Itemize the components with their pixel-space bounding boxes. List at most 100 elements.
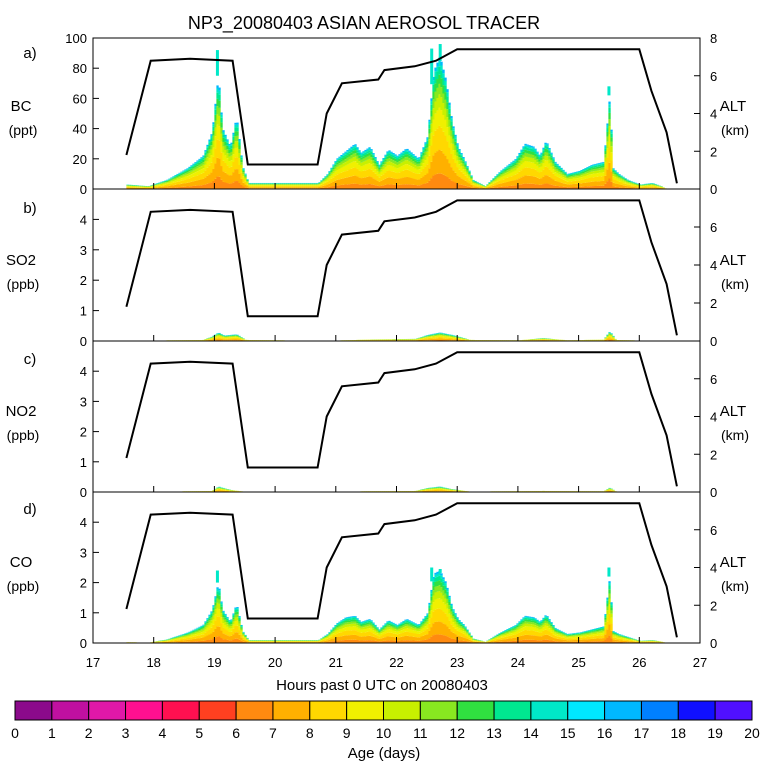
tracer-bar-segment [286,187,289,189]
tracer-bar-segment [276,184,279,186]
tracer-bar-segment [608,490,611,492]
tracer-bar-segment [214,490,217,492]
tracer-bar-segment [618,179,621,182]
tracer-bar-segment [610,490,613,491]
tracer-bar-segment [472,187,475,189]
tracer-bar-segment [584,173,587,176]
tracer-bar-segment [220,112,223,115]
tracer-bar-segment [458,160,461,165]
tracer-bar-segment [366,163,369,170]
tracer-bar-segment [596,165,599,167]
tracer-bar-segment [436,336,439,338]
tracer-bar-segment [512,171,515,176]
tracer-bar-segment [218,176,221,189]
tracer-bar-segment [450,130,453,137]
tracer-bar-segment [400,184,403,189]
tracer-bar-segment [500,170,503,171]
tracer-bar-segment [458,149,461,151]
tracer-bar-segment [162,182,165,183]
tracer-bar-segment [514,160,517,162]
tracer-bar-segment [332,169,335,172]
tracer-bar-segment [214,109,217,115]
tracer-bar-segment [438,334,441,335]
tracer-bar-segment [470,178,473,180]
tracer-bar-segment [234,127,237,132]
alt-axis-label: ALT [720,98,746,115]
tracer-bar-segment [554,165,557,168]
tracer-bar-segment [594,176,597,182]
tracer-bar-segment [476,186,479,189]
tracer-bar-segment [320,181,323,182]
tracer-bar-segment [190,165,193,167]
tracer-bar-segment [238,337,241,338]
tracer-bar-segment [180,180,183,184]
tracer-bar-segment [636,186,639,188]
tracer-bar-segment [642,185,645,187]
tracer-bar-segment [426,151,429,157]
tracer-bar-segment [570,179,573,182]
tracer-bar-segment [634,183,637,185]
tracer-bar-segment [438,66,441,75]
tracer-bar-segment [206,157,209,162]
tracer-bar-segment [432,490,435,492]
tracer-bar-segment [492,179,495,181]
tracer-bar-segment [506,168,509,171]
tracer-bar-segment [460,160,463,164]
tracer-bar-segment [314,187,317,189]
tracer-bar-segment [368,163,371,169]
tracer-bar-segment [252,184,255,186]
tracer-bar-segment [652,187,655,189]
tracer-bar-segment [512,180,515,186]
tracer-bar-segment [516,162,519,166]
tracer-bar-segment [164,183,167,185]
tracer-bar-segment [450,490,453,492]
tracer-bar-segment [506,165,509,167]
tracer-bar-segment [208,149,211,154]
tracer-bar-segment [564,183,567,187]
tracer-bar-segment [210,149,213,156]
tracer-bar-segment [504,175,507,179]
tracer-bar-segment [370,164,373,170]
tracer-bar-segment [372,155,375,158]
tracer-bar-segment [206,175,209,184]
tracer-bar-segment [656,187,659,189]
tracer-bar-segment [226,174,229,184]
tracer-bar-segment [448,339,451,341]
tracer-bar-segment [438,489,441,491]
tracer-bar-segment [614,179,617,184]
tracer-bar-segment [556,181,559,186]
tracer-bar-segment [240,339,243,340]
tracer-bar-segment [646,186,649,188]
tracer-bar-segment [384,172,387,179]
tracer-bar-segment [620,187,623,189]
tracer-bar-segment [520,150,523,153]
tracer-bar-segment [610,152,613,161]
tracer-bar-segment [184,179,187,184]
tracer-bar-segment [208,158,211,166]
tracer-bar-segment [212,140,215,148]
tracer-bar-segment [204,150,207,152]
tracer-bar-segment [224,338,227,340]
tracer-bar-segment [646,185,649,187]
tracer-bar-segment [438,74,441,84]
tracer-bar-segment [526,147,529,151]
tracer-bar-segment [510,176,513,182]
tracer-bar-segment [438,334,441,336]
tracer-bar-segment [490,181,493,182]
tracer-bar-segment [574,173,577,175]
tracer-bar-segment [460,184,463,189]
tracer-bar-segment [170,183,173,186]
tracer-bar-segment [498,175,501,177]
tracer-bar-segment [532,168,535,177]
tracer-bar-segment [182,177,185,181]
tracer-bar-segment [290,187,293,189]
tracer-bar-segment [504,167,507,168]
tracer-bar-segment [136,187,139,189]
tracer-bar-segment [376,161,379,164]
tracer-bar-segment [228,167,231,176]
tracer-bar-segment [464,164,467,167]
tracer-bar-segment [230,183,233,189]
tracer-bar-segment [450,336,453,338]
tracer-bar-segment [616,176,619,179]
